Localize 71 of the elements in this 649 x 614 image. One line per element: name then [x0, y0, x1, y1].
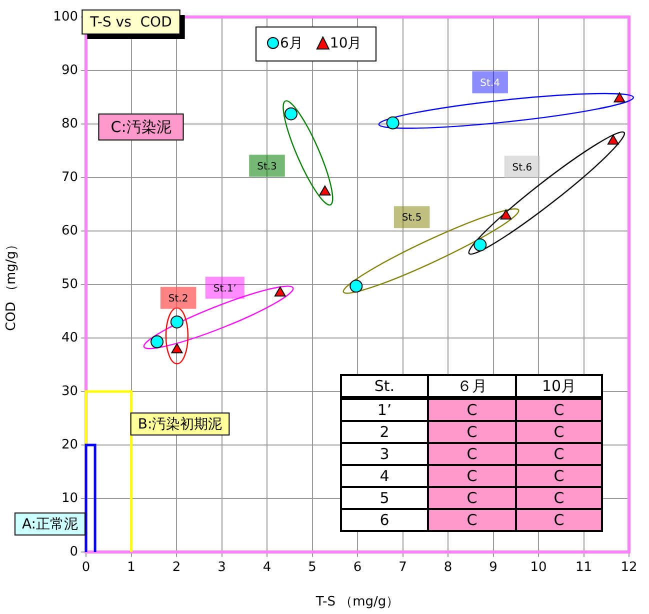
- point: [474, 238, 487, 252]
- annotation: St.5: [402, 212, 422, 224]
- annotation: 3: [341, 443, 428, 465]
- y-tick-label: 20: [61, 437, 78, 452]
- point: [170, 315, 184, 328]
- annotation: ６月: [428, 375, 516, 398]
- annotation: St.4: [480, 78, 500, 89]
- annotation: St.: [341, 375, 428, 398]
- annotation: C: [428, 443, 516, 465]
- x-tick-label: 2: [172, 560, 181, 576]
- point: [607, 134, 619, 145]
- point: [171, 343, 183, 354]
- annotation: C: [428, 487, 516, 509]
- point: [284, 107, 298, 120]
- annotation: C: [516, 509, 602, 531]
- annotation: St.3: [257, 161, 277, 172]
- annotation: C: [516, 465, 602, 487]
- y-tick-label: 70: [61, 170, 78, 185]
- point: [350, 280, 363, 293]
- y-tick-label: 50: [61, 276, 78, 292]
- y-tick-label: 40: [61, 330, 78, 346]
- x-tick-label: 10: [530, 560, 547, 576]
- annotation: 6: [341, 509, 428, 531]
- y-tick-label: 80: [61, 116, 78, 132]
- x-tick-label: 12: [620, 560, 638, 576]
- annotation: C: [428, 509, 516, 531]
- annotation: C: [428, 421, 516, 443]
- annotation: C: [516, 487, 602, 509]
- x-tick-label: 3: [218, 560, 226, 576]
- x-tick-label: 1: [127, 560, 136, 576]
- point: [500, 210, 512, 220]
- annotation: St.1’: [213, 283, 236, 294]
- x-tick-label: 4: [262, 560, 272, 576]
- annotation: 10月: [516, 375, 602, 398]
- point: [386, 116, 400, 130]
- legend-label: 6月: [280, 36, 303, 52]
- annotation: C:汚染泥: [110, 118, 172, 136]
- y-tick-label: 10: [61, 490, 78, 506]
- x-tick-label: 11: [575, 560, 592, 576]
- x-tick-label: 8: [444, 560, 452, 576]
- chart-title: T-S vs COD: [89, 14, 172, 31]
- y-axis-title: COD （mg/g）: [4, 238, 20, 331]
- point: [150, 335, 164, 348]
- y-tick-label: 0: [70, 544, 78, 560]
- x-tick-label: 6: [353, 560, 362, 576]
- x-tick-label: 9: [489, 560, 498, 576]
- y-tick-label: 100: [53, 9, 78, 24]
- annotation: C: [516, 421, 602, 443]
- y-tick-label: 60: [61, 223, 78, 238]
- x-tick-label: 7: [398, 560, 407, 576]
- point: [319, 185, 331, 196]
- series-label: B:汚染初期泥: [138, 416, 222, 433]
- x-axis-title: T-S （mg/g）: [314, 594, 400, 610]
- legend-label: 10月: [330, 36, 362, 52]
- annotation: 5: [341, 487, 428, 509]
- y-tick-label: 30: [61, 384, 78, 399]
- annotation: 2: [341, 421, 428, 443]
- annotation: St.6: [512, 162, 532, 174]
- x-tick-label: 0: [82, 560, 90, 576]
- annotation: 1’: [341, 398, 428, 421]
- annotation: C: [516, 398, 602, 421]
- annotation: C: [516, 443, 602, 465]
- y-tick-label: 90: [61, 62, 78, 78]
- annotation: St.2: [168, 293, 188, 304]
- series-label: A:正常泥: [22, 516, 78, 533]
- point: [614, 92, 626, 102]
- x-tick-label: 5: [308, 560, 316, 576]
- point: [274, 286, 286, 297]
- annotation: C: [428, 398, 516, 421]
- annotation: 4: [341, 465, 428, 487]
- annotation: C: [428, 465, 516, 487]
